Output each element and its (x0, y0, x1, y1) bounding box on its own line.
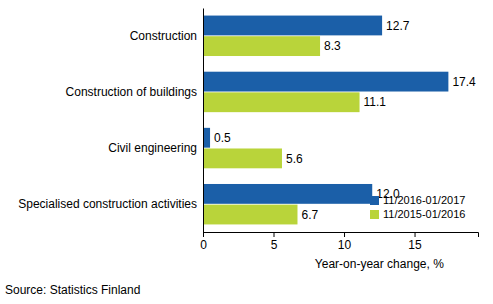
data-labels: 12.717.40.512.08.311.15.66.7 (214, 19, 476, 222)
data-label: 11.1 (364, 95, 387, 109)
bar (203, 72, 448, 92)
x-tick-mark (415, 232, 416, 237)
legend: 11/2016-01/2017 11/2015-01/2016 (370, 194, 465, 220)
bar (203, 205, 297, 225)
y-tick-label: Construction of buildings (66, 85, 197, 99)
legend-item: 11/2015-01/2016 (370, 208, 465, 220)
x-tick-label: 10 (338, 238, 352, 252)
data-label: 8.3 (324, 39, 341, 53)
x-tick: 15 (408, 232, 422, 252)
x-tick-mark (344, 232, 345, 237)
x-tick-mark (203, 232, 204, 237)
y-tick: Civil engineering (108, 141, 203, 155)
x-axis-title: Year-on-year change, % (315, 257, 444, 271)
x-tick-mark (274, 232, 275, 237)
chart: 12.717.40.512.08.311.15.66.7051015Constr… (0, 0, 493, 304)
y-tick: Construction of buildings (66, 85, 203, 99)
y-tick-label: Construction (130, 29, 197, 43)
legend-swatch (370, 210, 379, 219)
data-label: 0.5 (214, 131, 231, 145)
bar (203, 92, 360, 112)
plot: 12.717.40.512.08.311.15.66.7051015Constr… (18, 9, 478, 252)
x-tick: 0 (200, 232, 207, 252)
legend-item: 11/2016-01/2017 (370, 194, 465, 206)
x-tick: 5 (271, 232, 278, 252)
legend-label: 11/2015-01/2016 (383, 208, 465, 220)
x-tick-label: 5 (271, 238, 278, 252)
x-axis: 0 5 10 15 (200, 232, 478, 252)
y-tick: Specialised construction activities (18, 197, 203, 211)
y-tick: Construction (130, 29, 203, 43)
y-tick-label: Civil engineering (108, 141, 197, 155)
bar (203, 128, 210, 148)
x-tick-label: 15 (408, 238, 422, 252)
data-label: 17.4 (452, 75, 476, 89)
bar (203, 16, 382, 36)
legend-label: 11/2016-01/2017 (383, 194, 465, 206)
y-tick-label: Specialised construction activities (18, 197, 197, 211)
y-axis: Construction Construction of buildings Civ… (18, 9, 203, 233)
annotation: Source: Statistics Finland (5, 283, 140, 297)
x-tick: 10 (338, 232, 352, 252)
bar (203, 148, 282, 168)
bar (203, 36, 320, 56)
x-axis-line (204, 233, 479, 238)
data-label: 5.6 (286, 152, 303, 166)
bar (203, 184, 372, 204)
x-tick-label: 0 (200, 238, 207, 252)
data-label: 6.7 (301, 208, 318, 222)
y-axis-line (203, 9, 204, 233)
data-label: 12.7 (386, 19, 410, 33)
legend-swatch (370, 196, 379, 205)
